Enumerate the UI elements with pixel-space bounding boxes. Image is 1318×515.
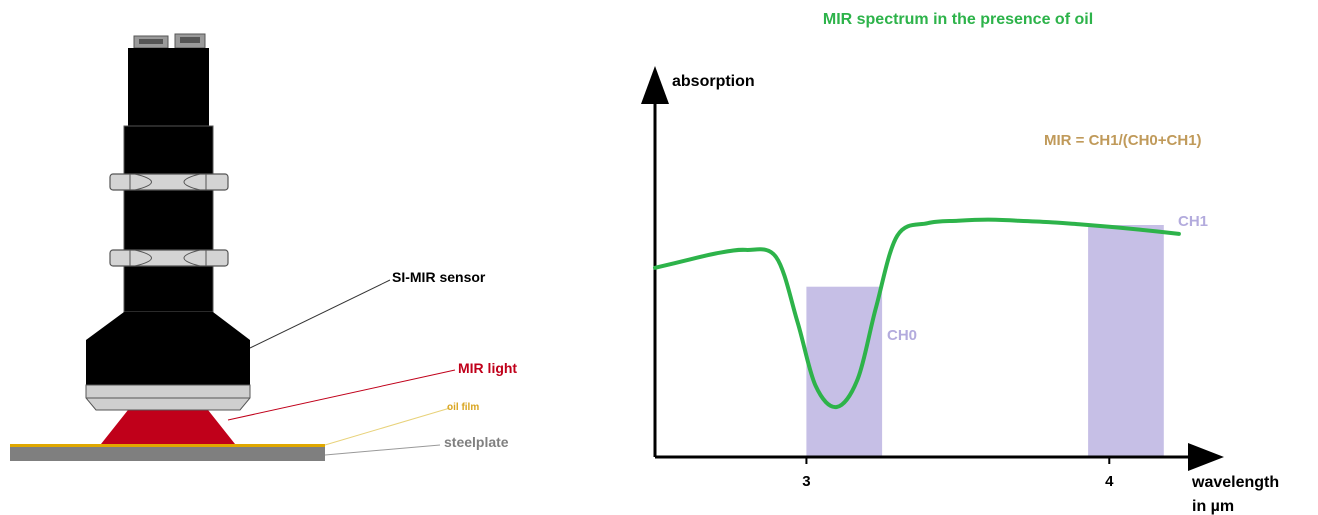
leader-light <box>227 369 456 421</box>
mir-light-label: MIR light <box>458 360 517 376</box>
spectrum-chart: MIR spectrum in the presence of oil 3 4 … <box>641 11 1279 515</box>
channel-label-ch0: CH0 <box>887 327 917 344</box>
leader-film <box>324 407 451 446</box>
oil-film-label: oil film <box>447 402 479 413</box>
x-axis-arrow <box>1188 443 1224 471</box>
oil-film-layer <box>10 444 325 447</box>
connector-pins <box>139 39 163 44</box>
sensor-threaded-body <box>123 125 214 313</box>
steel-plate <box>10 447 325 461</box>
x-axis-label-line1: wavelength <box>1191 474 1279 491</box>
channel-label-ch1: CH1 <box>1178 213 1208 230</box>
y-axis-label: absorption <box>672 73 755 90</box>
chart-title: MIR spectrum in the presence of oil <box>823 11 1093 28</box>
nut-lower <box>109 249 229 267</box>
sensor-head <box>86 340 250 385</box>
sensor-cone <box>86 312 250 340</box>
formula-label: MIR = CH1/(CH0+CH1) <box>1044 132 1202 149</box>
sensor-label: SI-MIR sensor <box>392 269 486 285</box>
channel-band-ch0 <box>806 286 883 457</box>
leader-plate <box>324 444 441 456</box>
connector-pins-right <box>180 37 200 43</box>
series-line-spectrum <box>653 217 1181 410</box>
mir-light-cone <box>101 410 235 444</box>
channel-band-ch1 <box>1088 225 1164 457</box>
sensor-diagram: SI-MIR sensor MIR light oil film steelpl… <box>10 33 517 461</box>
x-tick-label-3: 3 <box>802 473 810 490</box>
nut-upper <box>109 173 229 191</box>
x-tick-label-4: 4 <box>1105 473 1114 490</box>
leader-sensor <box>249 279 391 349</box>
y-axis-arrow <box>641 66 669 104</box>
steelplate-label: steelplate <box>444 434 509 450</box>
sensor-upper-body <box>128 48 209 126</box>
x-axis-label-line2: in µm <box>1192 498 1234 515</box>
